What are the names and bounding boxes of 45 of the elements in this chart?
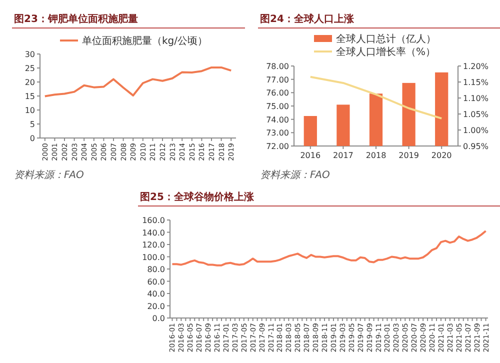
y-tick-label: 74.00 xyxy=(266,115,289,124)
y-tick-label: 76.00 xyxy=(266,88,289,98)
y-tick-label: 78.00 xyxy=(266,62,289,71)
y-tick-label: 75.00 xyxy=(266,102,289,111)
y-tick-label: 72.00 xyxy=(266,142,289,151)
x-tick-label: 2019 xyxy=(398,151,419,160)
y2-tick-label: 1.20% xyxy=(463,62,489,71)
y-tick-label: 0.0 xyxy=(152,314,165,323)
y-tick-label: 20 xyxy=(24,78,35,87)
line-series xyxy=(171,230,487,266)
y2-tick-label: 0.95% xyxy=(463,142,489,151)
x-tick-label: 2020 xyxy=(431,151,452,160)
y2-tick-label: 1.10% xyxy=(463,94,489,103)
legend-label: 全球人口总计（亿人） xyxy=(336,33,436,45)
y-tick-label: 100.0 xyxy=(142,252,165,262)
y2-tick-label: 1.15% xyxy=(463,78,489,87)
y-tick-label: 60.0 xyxy=(147,277,165,286)
y-tick-label: 40.0 xyxy=(147,290,165,298)
chart-title: 图23：钾肥单位面积施肥量 xyxy=(14,13,138,25)
x-tick-label: 2017 xyxy=(333,151,354,160)
legend-label: 单位面积施肥量（kg/公顷） xyxy=(82,35,208,47)
y-tick-label: 77.00 xyxy=(266,75,289,84)
y-tick-label: 25 xyxy=(24,64,35,73)
text: 资料来源：FAO xyxy=(14,169,84,181)
x-tick-label: 2016 xyxy=(300,151,321,160)
y-tick-label: 15 xyxy=(24,92,35,101)
chart-title: 图25：全球谷物价格上涨 xyxy=(140,191,255,203)
line-series xyxy=(44,66,232,98)
chart-title: 图24：全球人口上涨 xyxy=(260,13,355,25)
y-tick-label: 20.0 xyxy=(147,302,165,311)
y-tick-label: 73.00 xyxy=(266,128,289,138)
y-tick-label: 120.0 xyxy=(142,240,165,250)
y-tick-label: 80.0 xyxy=(147,265,165,274)
y-tick-label: 160.0 xyxy=(142,216,165,225)
y2-tick-label: 1.05% xyxy=(463,110,489,119)
y-tick-label: 140.0 xyxy=(142,228,165,238)
y2-tick-label: 1.00% xyxy=(463,126,489,135)
line-series xyxy=(309,76,443,120)
text: 资料来源：FAO xyxy=(260,169,330,181)
x-tick-label: 2018 xyxy=(366,151,386,160)
y-tick-label: 10 xyxy=(24,106,35,115)
y-tick-label: 5 xyxy=(30,120,35,129)
legend-label: 全球人口增长率（%） xyxy=(336,46,436,58)
y-tick-label: 0 xyxy=(30,134,35,143)
y-tick-label: 30 xyxy=(24,50,35,59)
